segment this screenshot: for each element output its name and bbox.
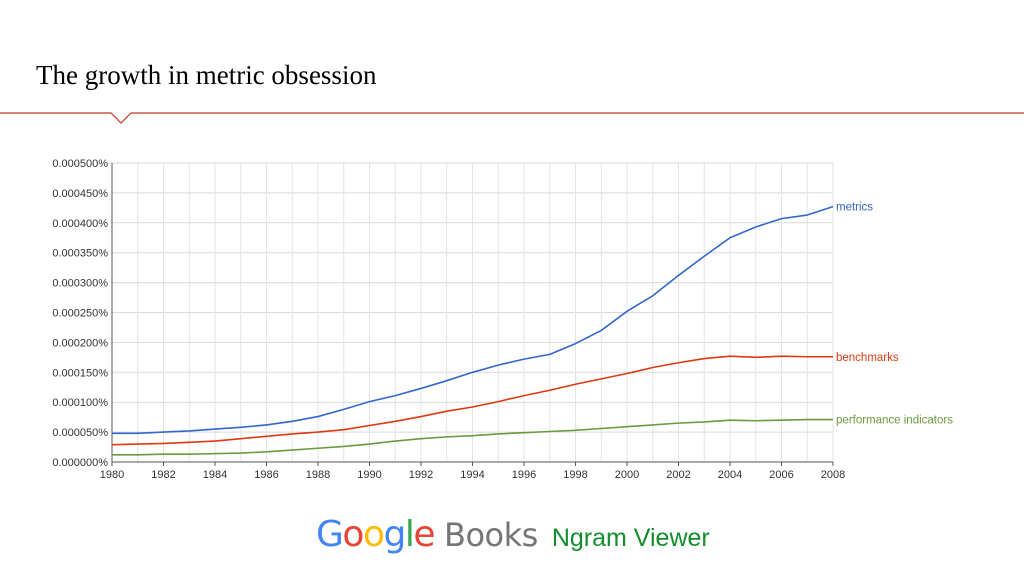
ngram-line-chart: 0.000000% 0.000050% 0.000100% 0.000150% 0.00… (52, 158, 953, 481)
y-tick-label: 0.000200% (52, 337, 108, 349)
y-tick-label: 0.000400% (52, 218, 108, 230)
y-tick-label: 0.000250% (52, 308, 108, 320)
x-tick-label: 1992 (409, 469, 433, 481)
x-tick-label: 2006 (769, 469, 793, 481)
slide-title: The growth in metric obsession (36, 60, 377, 90)
y-tick-label: 0.000100% (52, 397, 108, 409)
x-tick-label: 2002 (666, 469, 690, 481)
books-logo-text: Books (444, 516, 538, 554)
y-tick-label: 0.000150% (52, 367, 108, 379)
x-tick-label: 2000 (615, 469, 639, 481)
x-tick-label: 1982 (151, 469, 175, 481)
title-underline-rule (0, 112, 1024, 124)
y-tick-label: 0.000350% (52, 248, 108, 260)
series-label: performance indicators (836, 415, 953, 427)
series-label: metrics (836, 202, 873, 214)
y-tick-label: 0.000000% (52, 457, 108, 469)
title-underline-notch (0, 112, 1024, 124)
ngram-viewer-label: Ngram Viewer (551, 524, 710, 552)
y-tick-label: 0.000500% (52, 158, 108, 170)
series-line-benchmarks (111, 355, 833, 446)
google-logo-letter: G (316, 514, 344, 555)
google-books-ngram-logo: Google Books Ngram Viewer (316, 514, 710, 560)
x-tick-label: 1994 (460, 469, 484, 481)
x-tick-label: 1996 (512, 469, 536, 481)
y-tick-label: 0.000300% (52, 278, 108, 290)
series-line-metrics (112, 205, 834, 435)
x-tick-label: 1998 (563, 469, 587, 481)
google-logo-letter: e (413, 514, 435, 555)
google-logo-letter: o (362, 514, 385, 555)
y-tick-label: 0.000450% (52, 188, 108, 200)
google-logo-letter: l (404, 514, 415, 555)
google-logo-text: Google (316, 514, 435, 555)
x-tick-label: 2004 (718, 469, 742, 481)
x-tick-label: 1990 (357, 469, 381, 481)
google-logo-letter: o (342, 514, 364, 555)
x-tick-label: 1980 (100, 469, 124, 481)
x-tick-label: 1986 (254, 469, 278, 481)
x-tick-label: 1988 (306, 469, 330, 481)
series-line-performance-indicators (112, 418, 833, 456)
series-label: benchmarks (836, 352, 899, 364)
google-logo-letter: g (383, 514, 406, 555)
x-tick-label: 2008 (821, 469, 845, 481)
x-tick-label: 1984 (203, 469, 227, 481)
y-tick-label: 0.000050% (52, 427, 108, 439)
